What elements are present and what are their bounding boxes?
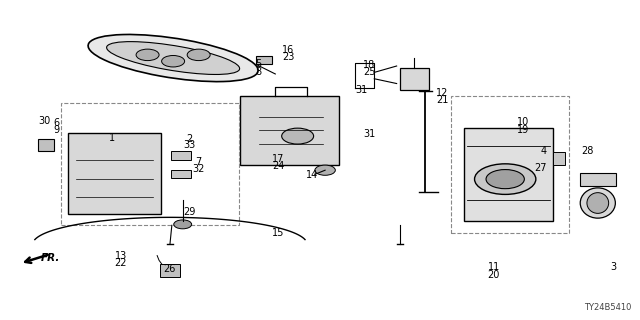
Text: 30: 30 [38, 116, 51, 126]
Text: 23: 23 [282, 52, 294, 62]
Bar [61, 103, 239, 225]
Text: 12: 12 [436, 88, 449, 98]
Text: TY24B5410: TY24B5410 [584, 303, 632, 312]
Text: 6: 6 [54, 118, 60, 128]
Bar [171, 170, 191, 179]
Text: 2: 2 [186, 134, 192, 144]
Text: 19: 19 [517, 125, 529, 135]
Circle shape [162, 55, 184, 67]
Ellipse shape [587, 193, 609, 213]
Text: 24: 24 [272, 161, 285, 172]
Text: 20: 20 [488, 270, 500, 280]
Text: 18: 18 [363, 60, 375, 70]
Ellipse shape [88, 35, 258, 82]
Circle shape [315, 165, 335, 175]
Text: 8: 8 [255, 67, 261, 77]
Bar [38, 139, 54, 151]
Text: 29: 29 [183, 207, 195, 217]
Text: 10: 10 [517, 117, 529, 127]
Circle shape [486, 170, 524, 189]
Text: 28: 28 [580, 146, 593, 156]
Text: 7: 7 [196, 156, 202, 167]
Polygon shape [240, 96, 339, 165]
Circle shape [173, 220, 191, 229]
Ellipse shape [580, 188, 615, 218]
Text: 21: 21 [436, 95, 449, 105]
Text: 22: 22 [115, 258, 127, 268]
Text: 31: 31 [355, 85, 367, 95]
Text: 4: 4 [540, 146, 547, 156]
Text: 14: 14 [306, 170, 319, 180]
Text: 11: 11 [488, 262, 500, 272]
Bar [171, 151, 191, 160]
Bar [451, 96, 569, 233]
Text: 32: 32 [193, 164, 205, 174]
Bar [161, 264, 179, 277]
Text: 9: 9 [54, 125, 60, 135]
Bar [68, 133, 161, 214]
Bar [580, 173, 616, 187]
Circle shape [187, 49, 210, 60]
Ellipse shape [107, 42, 239, 75]
Text: 13: 13 [115, 251, 127, 261]
Text: 15: 15 [272, 228, 285, 238]
Bar [553, 152, 564, 165]
Text: 26: 26 [164, 264, 176, 274]
Text: 33: 33 [183, 140, 195, 150]
Text: 1: 1 [109, 133, 115, 143]
Text: 5: 5 [255, 60, 261, 69]
Bar [464, 128, 553, 220]
Text: 25: 25 [363, 68, 376, 77]
Circle shape [282, 128, 314, 144]
Text: 3: 3 [611, 262, 617, 272]
Text: 17: 17 [272, 154, 285, 164]
Text: 16: 16 [282, 45, 294, 55]
Bar [256, 56, 272, 64]
Text: FR.: FR. [40, 253, 60, 263]
Circle shape [136, 49, 159, 60]
Bar [400, 68, 429, 90]
Text: 31: 31 [364, 129, 376, 139]
Circle shape [474, 164, 536, 195]
Text: 27: 27 [534, 163, 547, 173]
